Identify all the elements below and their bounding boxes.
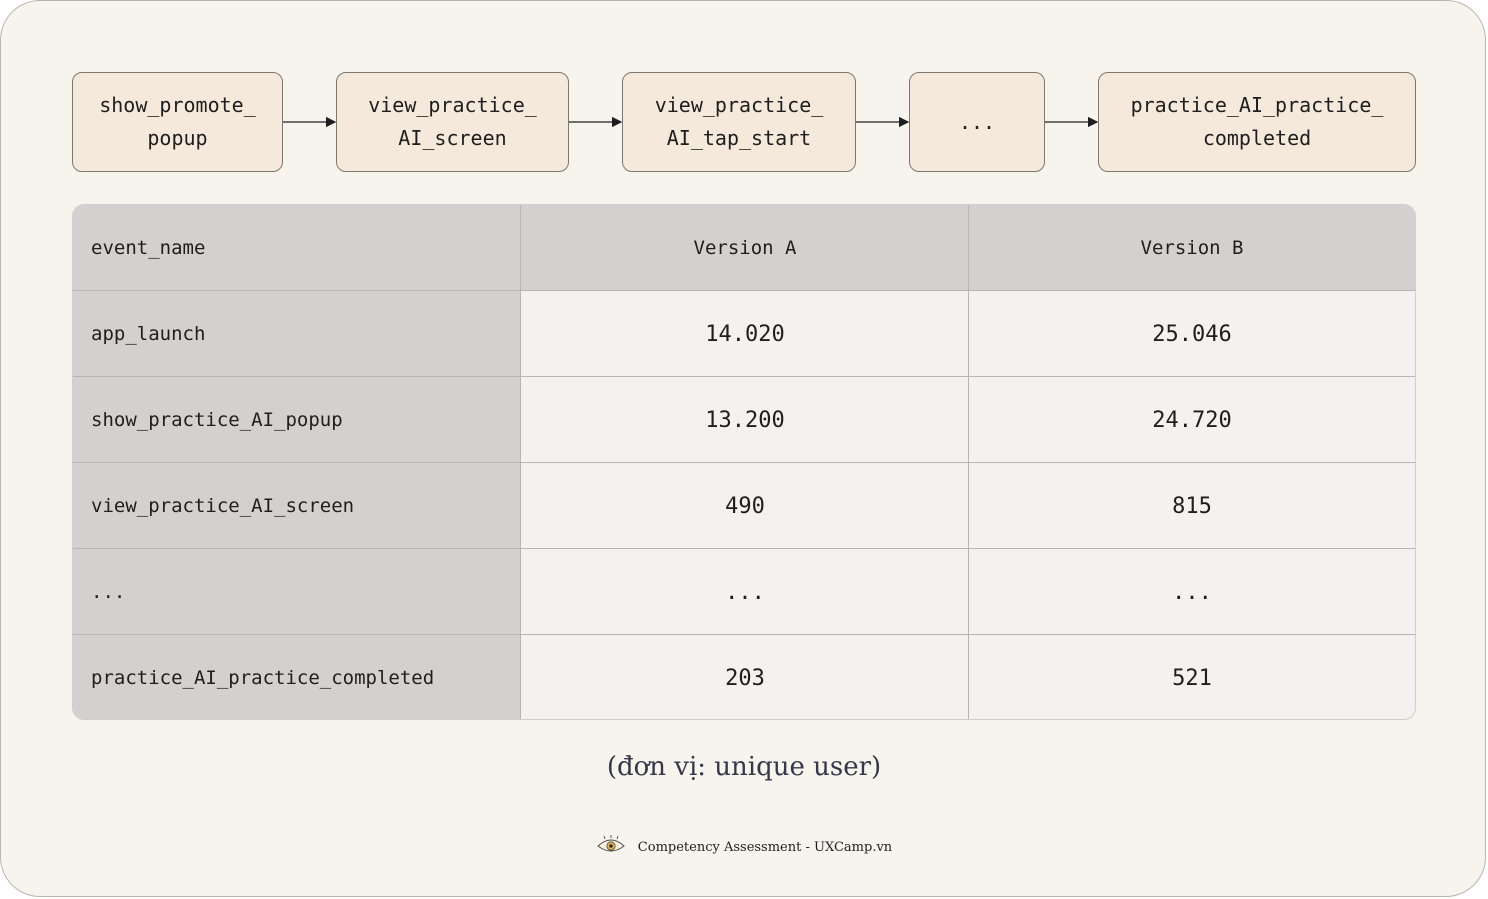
column-divider: [520, 205, 521, 719]
flow-step-view-practice-ai-tap-start: view_practice_ AI_tap_start: [622, 72, 856, 172]
version-b-cell: 25.046: [1152, 321, 1232, 347]
event-name-cell: ...: [73, 549, 521, 635]
flow-step-show-promote-popup: show_promote_ popup: [72, 72, 283, 172]
footer: Competency Assessment - UXCamp.vn: [0, 834, 1488, 860]
header-version-b: Version B: [969, 205, 1415, 291]
event-name-cell: app_launch: [73, 291, 521, 377]
row-divider: [73, 634, 1415, 635]
event-name-cell: show_practice_AI_popup: [73, 377, 521, 463]
table-row: ... ... ...: [73, 549, 1415, 635]
version-a-cell: 490: [725, 493, 765, 519]
version-a-cell: 203: [725, 665, 765, 691]
table-row: view_practice_AI_screen 490 815: [73, 463, 1415, 549]
row-divider: [73, 462, 1415, 463]
flow-step-practice-ai-practice-completed: practice_AI_practice_ completed: [1098, 72, 1416, 172]
row-divider: [73, 548, 1415, 549]
version-b-cell: ...: [1172, 579, 1212, 605]
version-a-cell: 13.200: [705, 407, 785, 433]
version-a-cell: 14.020: [705, 321, 785, 347]
table-row: app_launch 14.020 25.046: [73, 291, 1415, 377]
event-name-cell: view_practice_AI_screen: [73, 463, 521, 549]
eye-icon: [596, 835, 626, 859]
table-row: practice_AI_practice_completed 203 521: [73, 635, 1415, 719]
flow-step-ellipsis: ...: [909, 72, 1045, 172]
event-name-cell: practice_AI_practice_completed: [73, 635, 521, 719]
version-a-cell: ...: [725, 579, 765, 605]
version-b-cell: 815: [1172, 493, 1212, 519]
event-flow: show_promote_ popup view_practice_ AI_sc…: [0, 0, 1488, 200]
row-divider: [73, 290, 1415, 291]
unit-note: (đơn vị: unique user): [606, 752, 882, 782]
event-comparison-table: event_name Version A Version B app_launc…: [72, 204, 1416, 720]
header-event-name: event_name: [73, 205, 521, 291]
column-divider: [968, 205, 969, 719]
table-header-row: event_name Version A Version B: [73, 205, 1415, 291]
header-version-a: Version A: [521, 205, 969, 291]
flow-arrows: [282, 116, 1099, 128]
row-divider: [73, 376, 1415, 377]
footer-credit: Competency Assessment - UXCamp.vn: [637, 839, 893, 855]
version-b-cell: 521: [1172, 665, 1212, 691]
flow-step-view-practice-ai-screen: view_practice_ AI_screen: [336, 72, 569, 172]
table-row: show_practice_AI_popup 13.200 24.720: [73, 377, 1415, 463]
version-b-cell: 24.720: [1152, 407, 1232, 433]
